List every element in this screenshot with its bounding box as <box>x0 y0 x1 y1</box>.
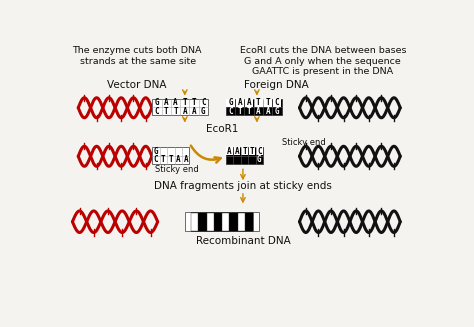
Text: Sticky end: Sticky end <box>155 165 199 174</box>
Text: C: C <box>155 107 159 116</box>
Text: T: T <box>250 147 254 156</box>
Text: A: A <box>173 98 178 107</box>
Text: T: T <box>242 147 247 156</box>
FancyBboxPatch shape <box>236 99 244 107</box>
Text: T: T <box>161 155 166 164</box>
FancyBboxPatch shape <box>245 99 254 107</box>
Text: A: A <box>235 147 239 156</box>
Text: T: T <box>169 155 173 164</box>
Text: G: G <box>201 107 206 116</box>
Text: G: G <box>275 107 279 116</box>
Text: C: C <box>201 98 206 107</box>
FancyBboxPatch shape <box>222 213 229 231</box>
Text: T: T <box>164 107 169 116</box>
Text: EcoR1: EcoR1 <box>206 124 238 133</box>
FancyBboxPatch shape <box>152 147 190 164</box>
FancyBboxPatch shape <box>248 147 255 155</box>
Text: T: T <box>192 98 196 107</box>
FancyBboxPatch shape <box>253 213 259 231</box>
Text: C: C <box>275 98 279 107</box>
FancyBboxPatch shape <box>241 147 248 155</box>
FancyBboxPatch shape <box>207 213 214 231</box>
FancyBboxPatch shape <box>264 99 272 107</box>
FancyBboxPatch shape <box>256 147 263 155</box>
FancyBboxPatch shape <box>226 147 263 164</box>
FancyBboxPatch shape <box>273 99 281 107</box>
FancyBboxPatch shape <box>238 213 245 231</box>
Text: Vector DNA: Vector DNA <box>107 80 166 90</box>
Text: A: A <box>256 107 261 116</box>
Text: Recombinant DNA: Recombinant DNA <box>196 236 290 246</box>
Text: A: A <box>192 107 196 116</box>
Text: A: A <box>237 98 242 107</box>
FancyBboxPatch shape <box>226 147 233 155</box>
FancyBboxPatch shape <box>185 213 191 231</box>
Text: G: G <box>228 98 233 107</box>
Text: G: G <box>155 98 159 107</box>
FancyBboxPatch shape <box>234 147 240 155</box>
Text: A: A <box>183 155 188 164</box>
Text: A: A <box>182 107 187 116</box>
FancyBboxPatch shape <box>226 99 235 107</box>
Text: T: T <box>247 107 251 116</box>
Text: C: C <box>228 107 233 116</box>
Text: C: C <box>154 155 158 164</box>
Text: T: T <box>265 98 270 107</box>
Text: DNA fragments join at sticky ends: DNA fragments join at sticky ends <box>154 181 332 191</box>
FancyBboxPatch shape <box>191 213 199 231</box>
Text: Foreign DNA: Foreign DNA <box>244 80 309 90</box>
Text: T: T <box>182 98 187 107</box>
Text: A: A <box>164 98 169 107</box>
Text: EcoRI cuts the DNA between bases
G and A only when the sequence
GAATTC is presen: EcoRI cuts the DNA between bases G and A… <box>239 46 406 76</box>
Text: T: T <box>173 107 178 116</box>
Text: C: C <box>257 147 262 156</box>
Text: G: G <box>257 155 262 164</box>
Text: G: G <box>154 147 158 156</box>
FancyBboxPatch shape <box>191 213 253 231</box>
FancyBboxPatch shape <box>152 98 208 115</box>
Text: A: A <box>227 147 232 156</box>
Text: A: A <box>176 155 181 164</box>
Text: T: T <box>256 98 261 107</box>
Text: Sticky end: Sticky end <box>282 138 325 147</box>
FancyBboxPatch shape <box>226 98 282 115</box>
Text: The enzyme cuts both DNA
 strands at the same site: The enzyme cuts both DNA strands at the … <box>72 46 201 66</box>
Text: A: A <box>265 107 270 116</box>
Text: A: A <box>247 98 251 107</box>
FancyBboxPatch shape <box>254 99 263 107</box>
Text: T: T <box>237 107 242 116</box>
